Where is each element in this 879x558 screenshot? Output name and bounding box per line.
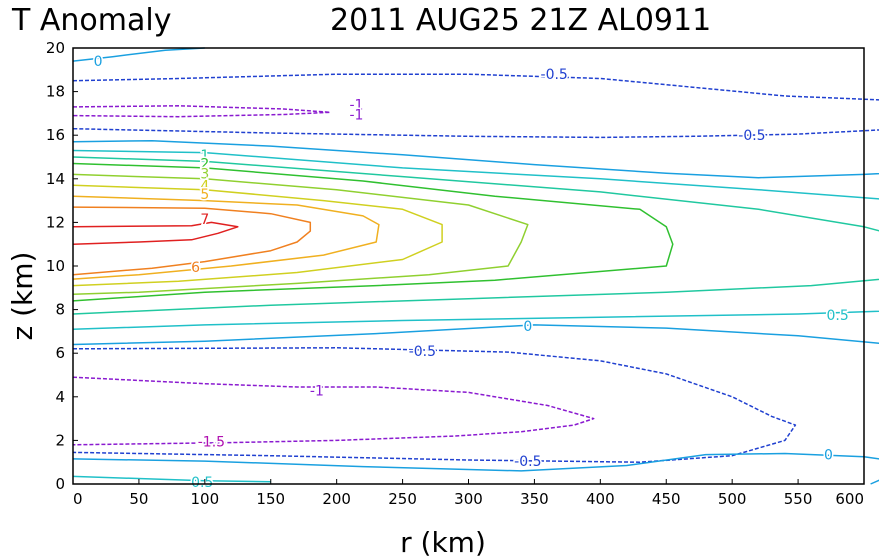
contour-label: -0.5 [541,67,568,83]
contour-line--1 [72,105,331,118]
x-tick-label: 200 [322,490,351,508]
contour-label: 0.5 [827,308,849,324]
contour-label: 0 [824,448,833,464]
contour-line-3 [72,173,529,296]
x-axis-label: r (km) [400,526,486,558]
contour-line-0 [72,452,879,485]
contour-line-6 [72,206,312,276]
contour-line--0p5 [72,73,879,139]
contour-label: 6 [191,260,200,276]
y-tick-label: 12 [46,213,65,231]
contour-line-4 [72,184,443,287]
y-tick-label: 14 [46,170,65,188]
x-tick-label: 350 [520,490,549,508]
y-tick-label: 0 [55,475,65,493]
contour-label: 4 [200,178,209,194]
y-tick-label: 6 [55,344,65,362]
x-tick-label: 500 [718,490,747,508]
contour-label: 5 [200,187,209,203]
contour-lines: 0-0.5-0.5-1-10000.51234567-0.5-0.5-1-1.5… [72,47,879,492]
contour-label: 0 [94,54,103,70]
contour-line--1 [72,376,595,446]
contour-line-5 [72,195,380,280]
y-tick-label: 20 [46,39,65,57]
contour-label: 0.5 [191,475,213,491]
contour-label: 1 [200,148,209,164]
y-tick-label: 10 [46,257,65,275]
x-tick-label: 100 [191,490,220,508]
x-axis-ticks: 0 50 100 150 200 250 300 350 400 450 500 550 600 [72,479,865,508]
x-tick-label: 0 [73,490,83,508]
chart-title-left: T Anomaly [11,3,171,38]
x-tick-label: 50 [129,490,148,508]
y-tick-label: 16 [46,126,65,144]
x-tick-label: 550 [784,490,813,508]
y-tick-label: 4 [55,388,65,406]
contour-label: -1.5 [198,434,225,450]
contour-line-1 [72,156,879,315]
y-axis-label: z (km) [6,252,39,341]
contour-line-7 [72,221,239,245]
contour-line-2 [72,162,674,302]
contour-label: 0 [523,319,532,335]
contour-label: -1 [349,98,363,114]
x-tick-label: 600 [835,490,864,508]
contour-line-0 [72,324,879,346]
contour-label: -0.5 [514,454,541,470]
x-tick-label: 150 [256,490,285,508]
contour-label: 3 [200,166,209,182]
contour-line-0p5 [72,475,271,483]
contour-line-0 [72,47,205,62]
contour-label: -1 [349,107,363,123]
x-tick-label: 300 [454,490,483,508]
y-tick-label: 18 [46,83,65,101]
contour-line-0p5 [72,149,879,330]
contour-label: -0.5 [738,128,765,144]
contour-label: 7 [200,212,209,228]
contour-line--0p5 [72,347,797,463]
y-tick-label: 2 [55,431,65,449]
chart-title-right: 2011 AUG25 21Z AL0911 [330,3,711,38]
contour-label: 2 [200,157,209,173]
y-axis-ticks: 0 2 4 6 8 10 12 14 16 18 20 [46,39,78,493]
contour-label: -1 [310,383,324,399]
x-tick-label: 450 [652,490,681,508]
y-tick-label: 8 [55,301,65,319]
contour-label: -0.5 [409,344,436,360]
x-tick-label: 250 [388,490,417,508]
x-tick-label: 400 [586,490,615,508]
